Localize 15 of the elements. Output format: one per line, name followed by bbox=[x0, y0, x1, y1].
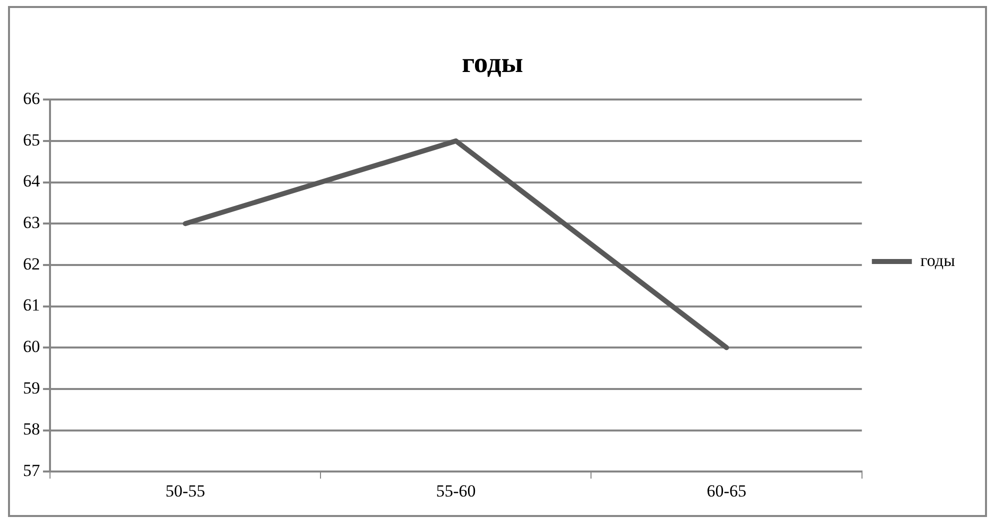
y-tick-label: 65 bbox=[23, 130, 40, 150]
x-tick-label: 50-55 bbox=[165, 481, 206, 500]
y-tick-label: 63 bbox=[23, 213, 40, 232]
chart-title: годы bbox=[462, 48, 524, 80]
y-tick-label: 61 bbox=[23, 296, 40, 315]
y-tick-label: 57 bbox=[23, 461, 40, 480]
x-tick-label: 60-65 bbox=[706, 481, 746, 500]
y-tick-label: 58 bbox=[23, 420, 40, 439]
y-tick-label: 66 bbox=[23, 89, 40, 108]
y-tick-label: 62 bbox=[23, 254, 40, 274]
y-tick-label: 59 bbox=[23, 378, 40, 398]
y-tick-label: 60 bbox=[23, 337, 40, 356]
y-tick-label: 64 bbox=[23, 172, 40, 191]
x-tick-label: 55-60 bbox=[436, 481, 476, 500]
legend-label: годы bbox=[920, 250, 956, 270]
